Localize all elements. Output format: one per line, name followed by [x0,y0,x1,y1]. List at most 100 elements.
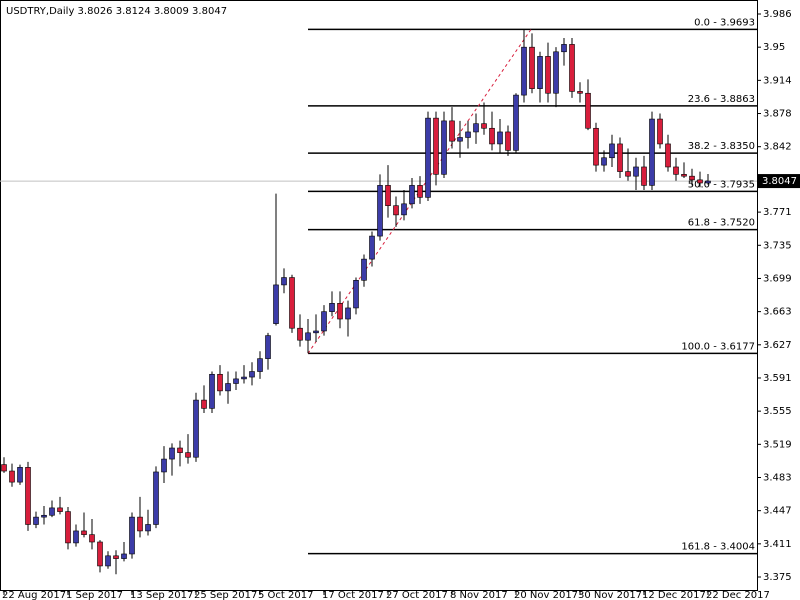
candle-body [337,303,343,320]
candle-body [465,131,471,138]
candle-body [529,46,535,89]
candle-body [369,235,375,260]
candle-body [49,507,55,516]
candle-body [65,511,71,544]
y-tick-label: 3.914 [763,75,792,86]
fib-label: 38.2 - 3.8350 [688,141,755,152]
candle-body [633,166,639,177]
x-tick-label: 30 Nov 2017 [578,590,642,600]
candle-body [425,117,431,198]
y-tick-label: 3.375 [763,572,792,583]
candle-body [185,452,191,458]
candle-body [89,534,95,543]
fib-label: 100.0 - 3.6177 [681,341,755,352]
current-price-label: 3.8047 [762,176,797,187]
candle-body [441,120,447,175]
candle-body [697,179,703,184]
x-tick-label: 17 Oct 2017 [322,590,384,600]
candle-body [545,56,551,94]
y-tick-label: 3.411 [763,539,792,550]
y-tick-label: 3.699 [763,273,792,284]
candle-body [129,516,135,555]
candle-body [33,516,39,525]
y-tick-label: 3.878 [763,109,792,120]
candle-body [489,127,495,145]
y-tick-label: 3.735 [763,240,792,251]
y-tick-label: 3.627 [763,340,792,351]
candle-body [297,327,303,341]
candle-body [609,143,615,159]
candle-body [521,46,527,96]
current-price-box [758,174,800,189]
candle-body [1,464,7,472]
candle-body [289,277,295,329]
fib-label: 161.8 - 3.4004 [681,542,755,553]
candle-body [393,205,399,216]
y-tick-label: 3.842 [763,142,792,153]
candle-body [209,373,215,409]
candle-body [153,471,159,525]
candle-body [689,175,695,181]
candle-body [105,555,111,567]
candle-body [265,335,271,359]
candle-body [225,383,231,392]
candle-body [17,467,23,483]
candle-body [401,203,407,216]
candle-body [217,373,223,392]
candle-body [177,447,183,453]
candle-body [417,185,423,198]
y-tick-label: 3.663 [763,307,792,318]
candle-body [497,131,503,145]
candle-body [313,330,319,334]
candle-body [353,280,359,309]
candle-body [505,131,511,151]
candle-body [473,123,479,133]
candle-body [321,311,327,332]
candle-body [449,120,455,142]
candle-body [625,171,631,177]
candle-body [553,51,559,94]
candle-body [481,123,487,129]
plot-frame [0,0,758,591]
y-tick-label: 3.483 [763,472,792,483]
fib-label: 61.8 - 3.7520 [688,218,755,229]
candle-body [569,44,575,92]
candle-body [457,137,463,142]
y-tick-label: 3.986 [763,9,792,20]
x-tick-label: 1 Sep 2017 [66,590,123,600]
x-tick-label: 13 Sep 2017 [130,590,193,600]
candle-body [121,553,127,559]
candle-body [577,91,583,94]
candle-body [137,516,143,532]
candle-body [537,56,543,89]
candle-body [257,358,263,372]
x-tick-label: 8 Nov 2017 [450,590,508,600]
candle-body [705,180,711,184]
candle-body [601,157,607,166]
x-tick-label: 22 Aug 2017 [2,590,66,600]
candle-body [161,458,167,473]
candle-body [361,258,367,281]
candle-body [593,127,599,166]
y-tick-label: 3.555 [763,406,792,417]
x-tick-label: 20 Nov 2017 [514,590,578,600]
x-tick-label: 5 Oct 2017 [258,590,313,600]
x-tick-label: 27 Oct 2017 [386,590,448,600]
candle-body [57,507,63,512]
candle-body [513,94,519,151]
candle-body [97,541,103,567]
fib-label: 0.0 - 3.9693 [694,17,755,28]
candle-body [305,332,311,341]
candle-body [561,44,567,53]
candle-body [9,470,15,483]
candle-body [273,284,279,324]
y-tick-label: 3.519 [763,439,792,450]
candle-body [233,378,239,384]
candle-body [673,166,679,175]
candle-body [25,467,31,525]
candle-body [681,174,687,177]
candle-body [201,399,207,409]
y-tick-label: 3.447 [763,506,792,517]
candle-body [617,143,623,172]
